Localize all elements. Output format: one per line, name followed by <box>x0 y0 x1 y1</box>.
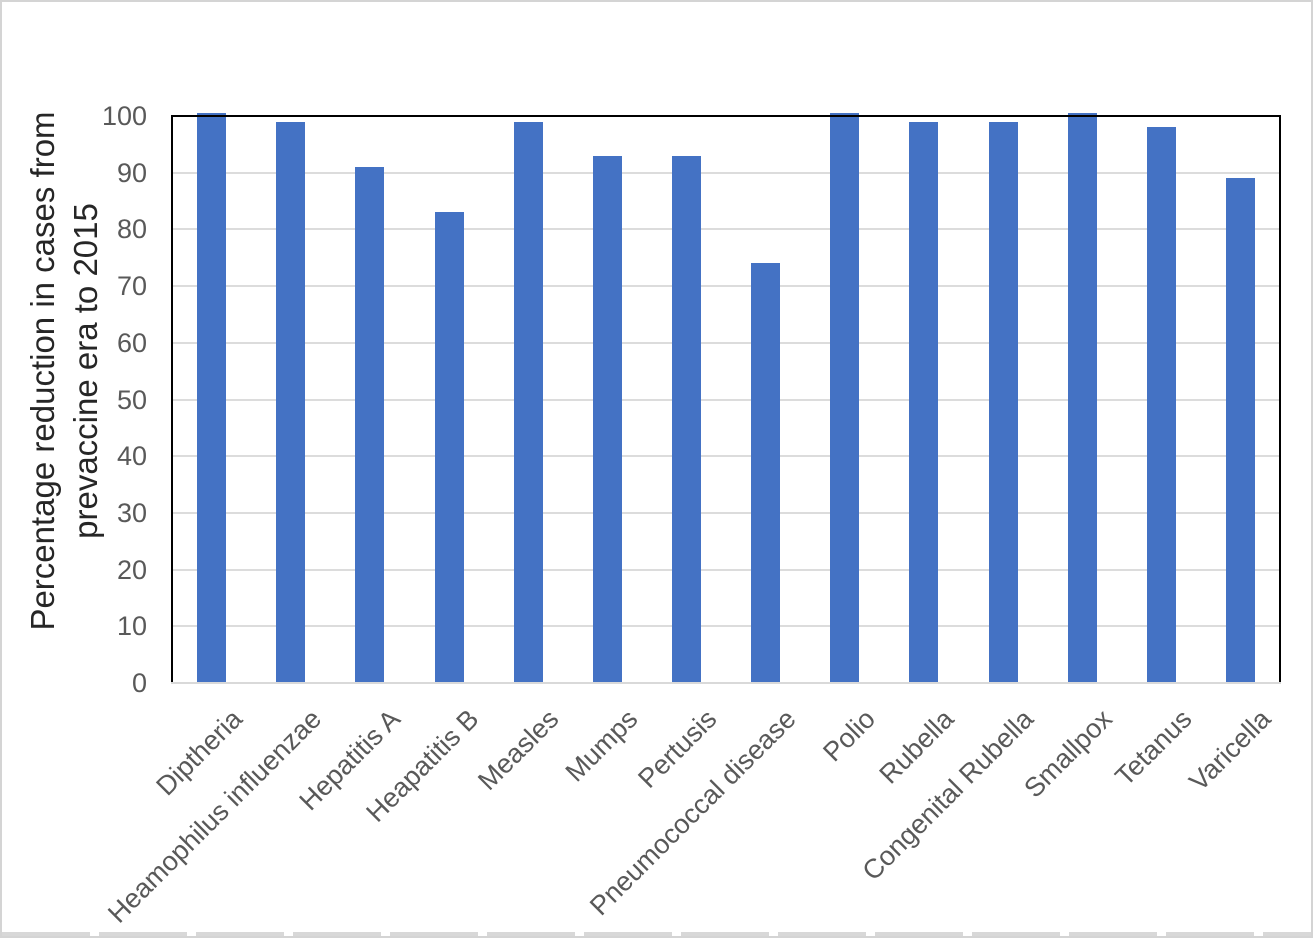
y-tick-label-50: 50 <box>116 384 147 415</box>
y-axis-line <box>171 116 173 683</box>
gridline-70 <box>172 285 1280 288</box>
plot-border-top <box>171 115 1281 117</box>
x-category-label-varicella: Varicella <box>1183 703 1277 797</box>
bar-polio <box>830 113 860 683</box>
bar-pneumococcal-disease <box>751 263 781 683</box>
bar-congenital-rubella <box>988 121 1018 683</box>
x-category-label-measles: Measles <box>471 703 565 797</box>
bar-smallpox <box>1067 113 1097 683</box>
y-tick-label-70: 70 <box>116 271 147 302</box>
gridline-50 <box>172 398 1280 401</box>
y-tick-label-60: 60 <box>116 327 147 358</box>
y-tick-label-10: 10 <box>116 611 147 642</box>
y-tick-label-90: 90 <box>116 157 147 188</box>
bar-rubella <box>909 121 939 683</box>
y-tick-label-100: 100 <box>101 101 147 131</box>
plot-border-right <box>1279 116 1281 683</box>
x-category-label-tetanus: Tetanus <box>1109 703 1198 792</box>
y-tick-label-80: 80 <box>116 214 147 245</box>
y-tick-label-30: 30 <box>116 497 147 528</box>
bar-measles <box>513 121 543 683</box>
gridline-10 <box>172 625 1280 628</box>
y-tick-label-40: 40 <box>116 441 147 472</box>
bar-pertusis <box>671 155 701 683</box>
bar-tetanus <box>1146 127 1176 683</box>
bar-mumps <box>592 155 622 683</box>
gridline-30 <box>172 511 1280 514</box>
bar-hepatitis-a <box>355 167 385 683</box>
bar-varicella <box>1225 178 1255 683</box>
bar-heapatitis-b <box>434 212 464 683</box>
bottom-dashed-border <box>2 932 1311 936</box>
bar-heamophilus-influenzae <box>276 121 306 683</box>
gridline-40 <box>172 455 1280 458</box>
gridline-80 <box>172 228 1280 231</box>
y-tick-label-20: 20 <box>116 554 147 585</box>
x-category-label-mumps: Mumps <box>559 703 644 788</box>
bar-diptheria <box>197 113 227 683</box>
gridline-60 <box>172 341 1280 344</box>
gridline-20 <box>172 568 1280 571</box>
x-axis-line <box>171 682 1281 684</box>
x-category-label-polio: Polio <box>816 703 881 768</box>
y-tick-label-0: 0 <box>131 668 147 698</box>
gridline-90 <box>172 171 1280 174</box>
